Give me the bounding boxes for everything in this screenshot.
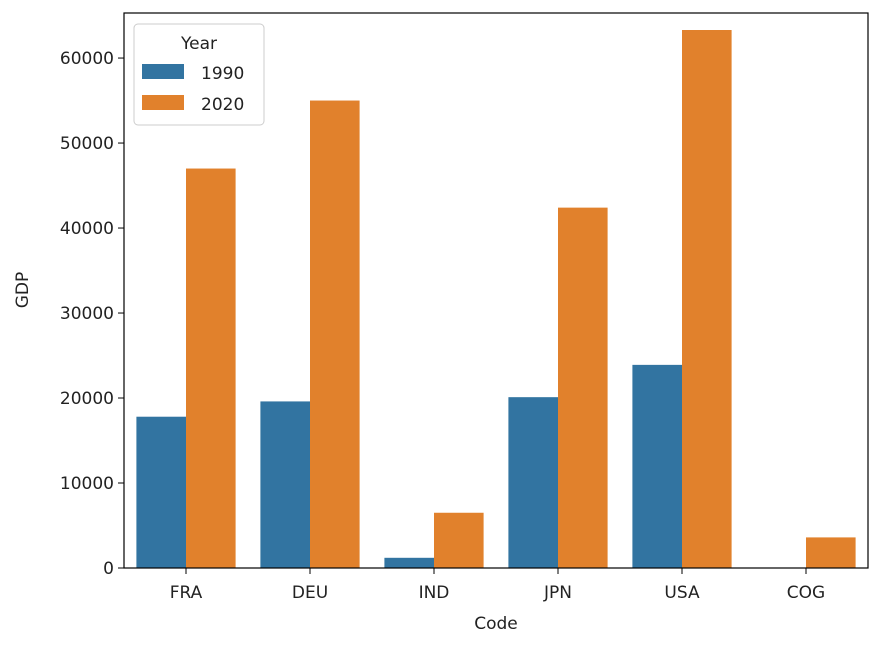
- y-ticks-group: 0 10000 20000 30000 40000 50000 60000: [60, 49, 124, 579]
- x-tick-label-usa: USA: [664, 583, 700, 603]
- bar-deu-1990: [260, 401, 310, 568]
- bar-fra-1990: [136, 416, 186, 568]
- legend-label-2020: 2020: [201, 95, 244, 115]
- y-axis-label: GDP: [13, 272, 33, 309]
- legend-title: Year: [180, 34, 217, 54]
- y-tick-label: 50000: [60, 134, 114, 154]
- plot-frame: [123, 12, 869, 569]
- legend: Year 1990 2020: [133, 23, 265, 126]
- bar-jpn-2020: [558, 207, 608, 568]
- x-tick-label-deu: DEU: [292, 583, 328, 603]
- legend-swatch-1990: [142, 64, 184, 79]
- bar-jpn-1990: [508, 397, 558, 568]
- bar-usa-2020: [682, 30, 732, 568]
- x-ticks-group: FRA DEU IND JPN USA COG: [170, 568, 825, 603]
- y-tick-label: 10000: [60, 474, 114, 494]
- y-tick-label: 60000: [60, 49, 114, 69]
- bar-deu-2020: [310, 100, 360, 568]
- y-tick-label: 20000: [60, 389, 114, 409]
- bar-ind-2020: [434, 512, 484, 568]
- y-tick-label: 0: [103, 559, 114, 579]
- legend-swatch-2020: [142, 95, 184, 110]
- bar-cog-2020: [806, 537, 856, 568]
- x-tick-label-jpn: JPN: [543, 583, 572, 603]
- y-tick-label: 30000: [60, 304, 114, 324]
- legend-label-1990: 1990: [201, 64, 244, 84]
- x-tick-label-fra: FRA: [170, 583, 203, 603]
- x-tick-label-cog: COG: [787, 583, 825, 603]
- bars-group: [136, 30, 856, 569]
- y-tick-label: 40000: [60, 219, 114, 239]
- bar-usa-1990: [632, 364, 682, 568]
- x-tick-label-ind: IND: [419, 583, 450, 603]
- bar-fra-2020: [186, 168, 236, 569]
- x-axis-label: Code: [474, 614, 518, 634]
- bar-ind-1990: [384, 557, 434, 568]
